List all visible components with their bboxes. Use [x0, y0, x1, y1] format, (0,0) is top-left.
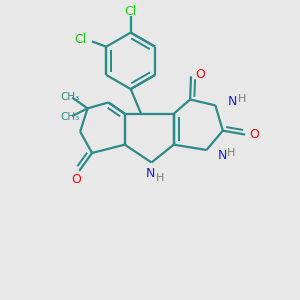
Text: O: O: [250, 128, 260, 141]
Text: H: H: [227, 148, 235, 158]
Text: N: N: [218, 149, 227, 162]
Text: Cl: Cl: [124, 5, 137, 18]
Text: H: H: [156, 173, 164, 183]
Text: Cl: Cl: [74, 33, 87, 46]
Text: H: H: [237, 94, 246, 104]
Text: N: N: [145, 167, 155, 180]
Text: O: O: [195, 68, 205, 81]
Text: CH₃: CH₃: [61, 92, 80, 102]
Text: CH₃: CH₃: [61, 112, 80, 122]
Text: O: O: [71, 172, 81, 186]
Text: N: N: [228, 95, 237, 108]
